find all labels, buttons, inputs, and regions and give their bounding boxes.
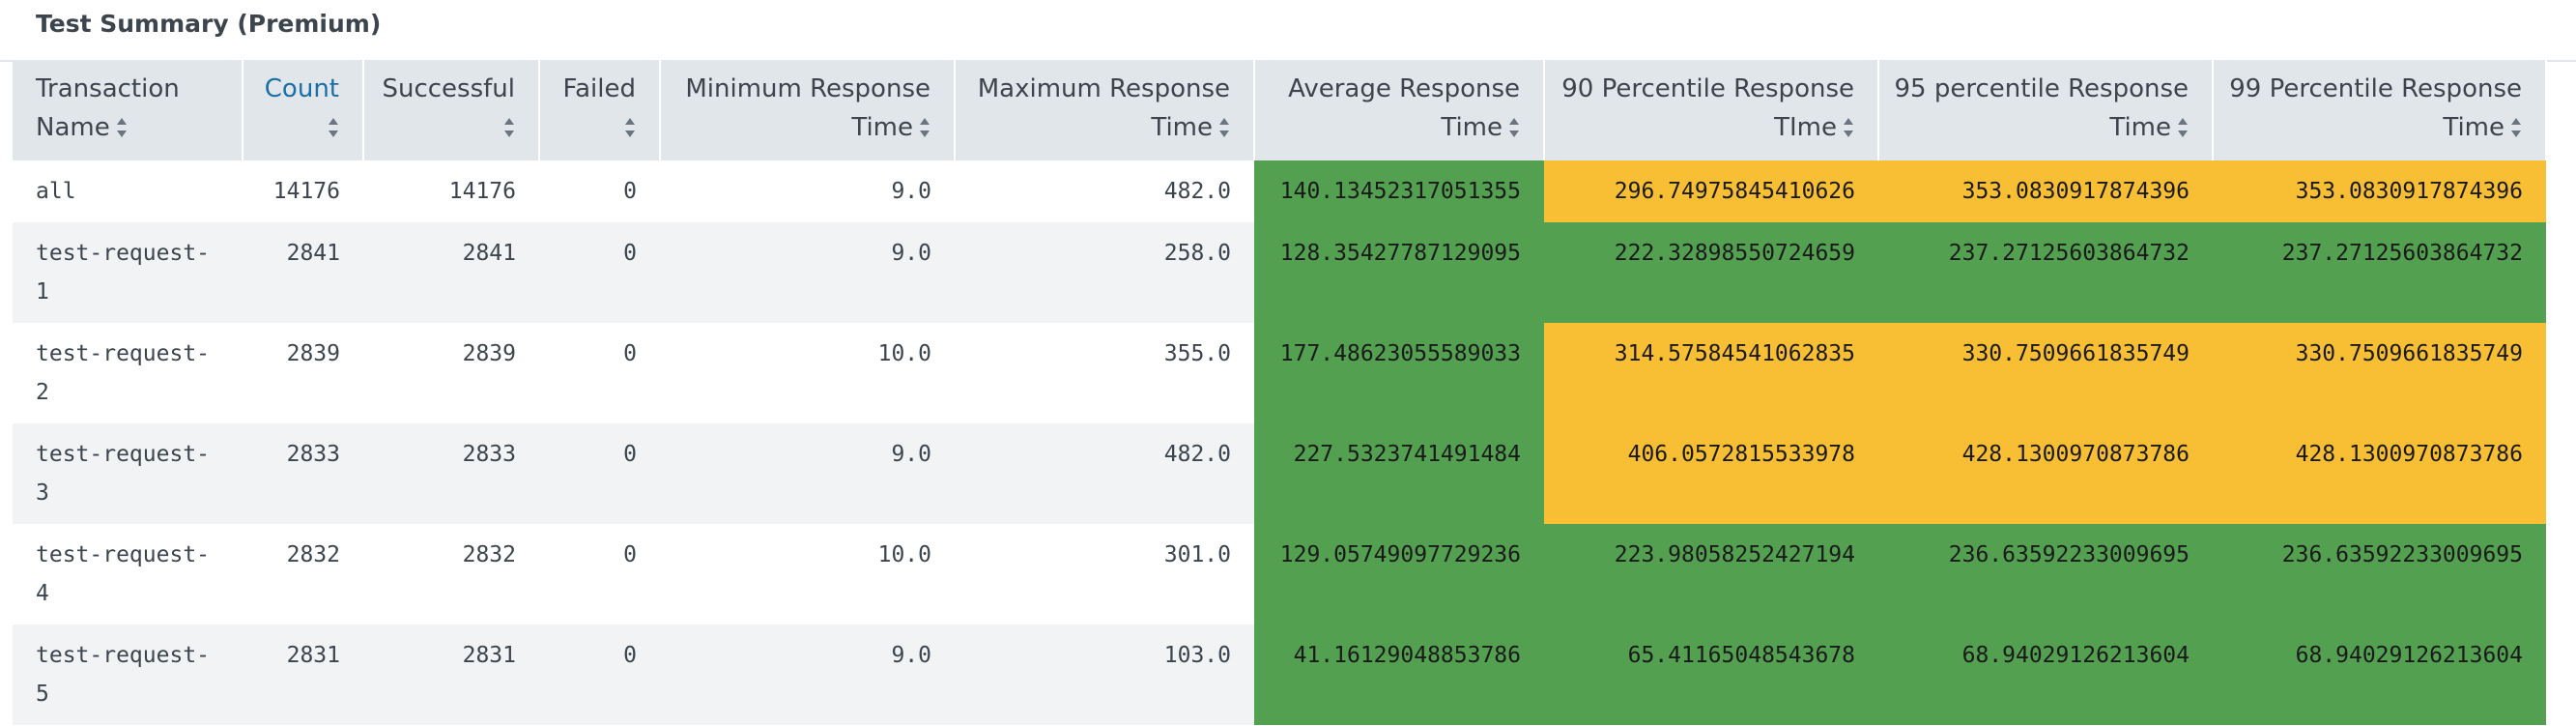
table-row: test-request-4 2832 2832 0 10.0 301.0 12… — [13, 524, 2546, 624]
sort-icon[interactable] — [1218, 117, 1230, 138]
sort-icon[interactable] — [116, 117, 128, 138]
column-header-count[interactable]: Count — [243, 60, 364, 160]
cell-count: 2832 — [243, 524, 363, 624]
cell-transaction-name: test-request-4 — [13, 524, 243, 624]
cell-99-percentile: 330.7509661835749 — [2213, 323, 2546, 423]
column-header-label: Average Response Time — [1288, 74, 1520, 142]
table-row: test-request-1 2841 2841 0 9.0 258.0 128… — [13, 222, 2546, 323]
cell-transaction-name: test-request-5 — [13, 624, 243, 725]
cell-95-percentile: 330.7509661835749 — [1878, 323, 2213, 423]
cell-99-percentile: 428.1300970873786 — [2213, 423, 2546, 524]
cell-95-percentile: 237.27125603864732 — [1878, 222, 2213, 323]
cell-count: 2833 — [243, 423, 363, 524]
cell-minimum-response-time: 9.0 — [660, 423, 955, 524]
sort-icon[interactable] — [2177, 117, 2189, 138]
cell-successful: 14176 — [363, 160, 539, 222]
cell-failed: 0 — [539, 524, 660, 624]
cell-99-percentile: 237.27125603864732 — [2213, 222, 2546, 323]
column-header-minimum-response-time[interactable]: Minimum Response Time — [660, 60, 956, 160]
cell-failed: 0 — [539, 624, 660, 725]
cell-maximum-response-time: 103.0 — [955, 624, 1254, 725]
column-header-label: Transaction Name — [36, 74, 180, 142]
cell-maximum-response-time: 355.0 — [955, 323, 1254, 423]
cell-average-response-time: 129.05749097729236 — [1254, 524, 1544, 624]
cell-transaction-name: test-request-1 — [13, 222, 243, 323]
cell-failed: 0 — [539, 222, 660, 323]
column-header-transaction-name[interactable]: Transaction Name — [13, 60, 243, 160]
table-row: all 14176 14176 0 9.0 482.0 140.13452317… — [13, 160, 2546, 222]
cell-minimum-response-time: 9.0 — [660, 160, 955, 222]
column-header-label: 99 Percentile Response Time — [2229, 74, 2522, 142]
column-header-successful[interactable]: Successful — [363, 60, 540, 160]
column-header-label: 90 Percentile Response TIme — [1561, 74, 1854, 142]
column-header-99-percentile-response-time[interactable]: 99 Percentile Response Time — [2213, 60, 2547, 160]
cell-successful: 2832 — [363, 524, 539, 624]
cell-failed: 0 — [539, 423, 660, 524]
column-header-label: Failed — [562, 74, 636, 103]
sort-icon[interactable] — [328, 117, 339, 138]
cell-maximum-response-time: 301.0 — [955, 524, 1254, 624]
cell-minimum-response-time: 9.0 — [660, 624, 955, 725]
cell-90-percentile: 222.32898550724659 — [1544, 222, 1878, 323]
cell-90-percentile: 223.98058252427194 — [1544, 524, 1878, 624]
cell-95-percentile: 428.1300970873786 — [1878, 423, 2213, 524]
cell-minimum-response-time: 10.0 — [660, 323, 955, 423]
cell-failed: 0 — [539, 160, 660, 222]
table-row: test-request-3 2833 2833 0 9.0 482.0 227… — [13, 423, 2546, 524]
cell-90-percentile: 314.57584541062835 — [1544, 323, 1878, 423]
column-header-label: 95 percentile Response Time — [1894, 74, 2189, 142]
cell-count: 2841 — [243, 222, 363, 323]
column-header-average-response-time[interactable]: Average Response Time — [1254, 60, 1545, 160]
cell-average-response-time: 227.5323741491484 — [1254, 423, 1544, 524]
cell-90-percentile: 296.74975845410626 — [1544, 160, 1878, 222]
cell-maximum-response-time: 482.0 — [955, 423, 1254, 524]
column-header-label: Maximum Response Time — [977, 74, 1230, 142]
cell-successful: 2833 — [363, 423, 539, 524]
cell-average-response-time: 128.35427787129095 — [1254, 222, 1544, 323]
sort-icon[interactable] — [2510, 117, 2522, 138]
cell-successful: 2839 — [363, 323, 539, 423]
cell-95-percentile: 236.63592233009695 — [1878, 524, 2213, 624]
cell-count: 14176 — [243, 160, 363, 222]
cell-95-percentile: 353.0830917874396 — [1878, 160, 2213, 222]
column-header-label: Successful — [382, 74, 515, 103]
cell-successful: 2831 — [363, 624, 539, 725]
test-summary-table: Transaction Name Count Successful Failed… — [13, 60, 2547, 725]
cell-90-percentile: 406.0572815533978 — [1544, 423, 1878, 524]
column-header-failed[interactable]: Failed — [539, 60, 661, 160]
cell-transaction-name: test-request-2 — [13, 323, 243, 423]
column-header-label: Count — [264, 74, 339, 103]
column-header-95-percentile-response-time[interactable]: 95 percentile Response Time — [1878, 60, 2214, 160]
panel-title: Test Summary (Premium) — [36, 10, 382, 38]
cell-transaction-name: all — [13, 160, 243, 222]
cell-minimum-response-time: 10.0 — [660, 524, 955, 624]
cell-99-percentile: 68.94029126213604 — [2213, 624, 2546, 725]
cell-count: 2839 — [243, 323, 363, 423]
sort-icon[interactable] — [919, 117, 930, 138]
column-header-label: Minimum Response Time — [685, 74, 930, 142]
cell-90-percentile: 65.41165048543678 — [1544, 624, 1878, 725]
cell-failed: 0 — [539, 323, 660, 423]
cell-count: 2831 — [243, 624, 363, 725]
sort-icon[interactable] — [503, 117, 515, 138]
cell-average-response-time: 140.13452317051355 — [1254, 160, 1544, 222]
table-row: test-request-2 2839 2839 0 10.0 355.0 17… — [13, 323, 2546, 423]
table-header-row: Transaction Name Count Successful Failed… — [13, 60, 2547, 160]
cell-95-percentile: 68.94029126213604 — [1878, 624, 2213, 725]
cell-average-response-time: 41.16129048853786 — [1254, 624, 1544, 725]
cell-maximum-response-time: 482.0 — [955, 160, 1254, 222]
cell-successful: 2841 — [363, 222, 539, 323]
cell-transaction-name: test-request-3 — [13, 423, 243, 524]
cell-minimum-response-time: 9.0 — [660, 222, 955, 323]
cell-maximum-response-time: 258.0 — [955, 222, 1254, 323]
sort-icon[interactable] — [1508, 117, 1520, 138]
column-header-90-percentile-response-time[interactable]: 90 Percentile Response TIme — [1544, 60, 1879, 160]
sort-icon[interactable] — [1843, 117, 1854, 138]
column-header-maximum-response-time[interactable]: Maximum Response Time — [955, 60, 1255, 160]
cell-99-percentile: 353.0830917874396 — [2213, 160, 2546, 222]
cell-99-percentile: 236.63592233009695 — [2213, 524, 2546, 624]
table-row: test-request-5 2831 2831 0 9.0 103.0 41.… — [13, 624, 2546, 725]
cell-average-response-time: 177.48623055589033 — [1254, 323, 1544, 423]
sort-icon[interactable] — [624, 117, 636, 138]
